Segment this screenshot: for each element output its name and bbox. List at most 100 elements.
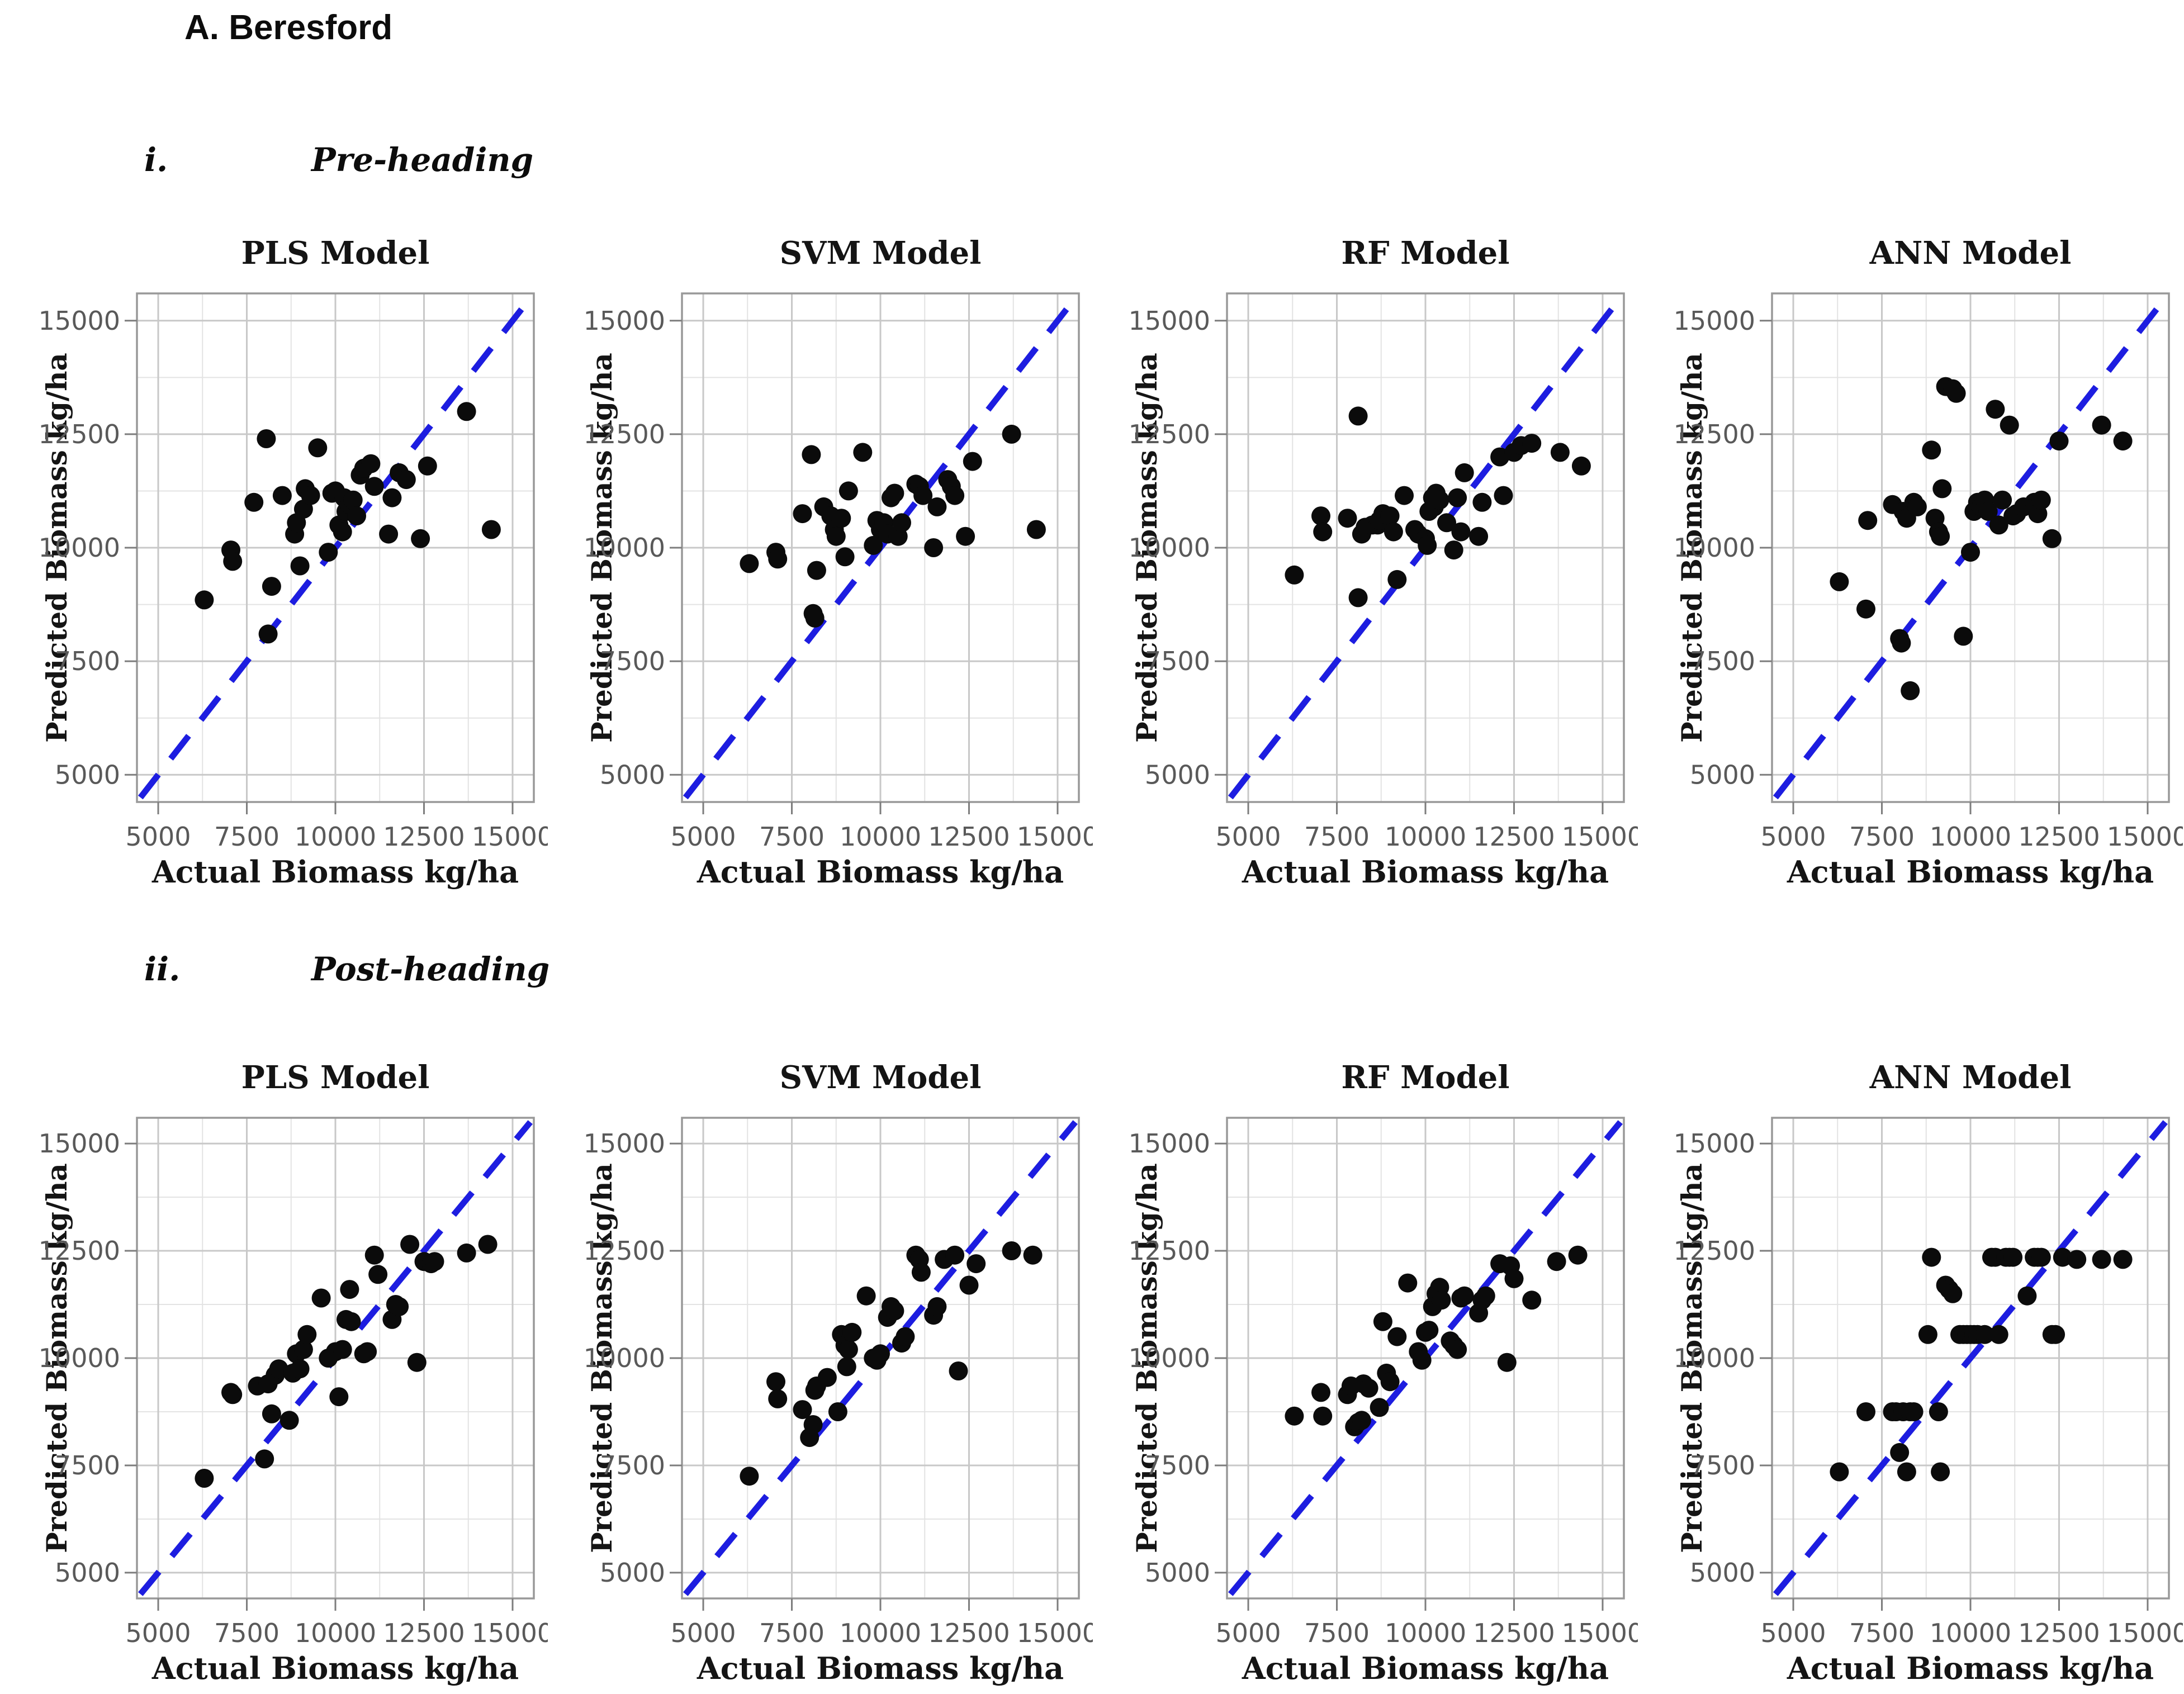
data-point — [1932, 479, 1952, 499]
data-point — [396, 470, 416, 490]
data-point — [195, 1469, 214, 1488]
plot-pre-pls: PLS Model Predicted Biomass kg/ha 5000 50… — [34, 235, 548, 897]
svg-text:10000: 10000 — [584, 1343, 665, 1373]
data-point — [382, 488, 402, 507]
svg-text:15000: 15000 — [1674, 1128, 1755, 1159]
data-point — [1451, 522, 1471, 542]
plot-title: PLS Model — [241, 1059, 430, 1096]
svg-text:5000: 5000 — [1690, 1558, 1755, 1588]
svg-text:7500: 7500 — [1690, 1450, 1755, 1481]
section-numeral: i. — [144, 141, 168, 179]
data-point — [407, 1353, 427, 1372]
data-point — [2049, 431, 2069, 451]
svg-text:15000: 15000 — [2107, 1618, 2183, 1648]
plot-title: ANN Model — [1869, 235, 2072, 272]
axis-ticks — [1760, 320, 2149, 814]
axis-tick-labels: 5000500075007500100001000012500125001500… — [1674, 306, 2183, 852]
data-point — [2092, 1250, 2111, 1269]
data-point — [290, 556, 310, 576]
data-point — [766, 1372, 785, 1392]
svg-text:5000: 5000 — [670, 822, 736, 852]
data-point — [768, 549, 788, 569]
plot-post-rf: RF Model Predicted Biomass kg/ha 5000 500… — [1124, 1059, 1638, 1693]
data-point — [262, 577, 281, 596]
axis-tick-labels: 5000500075007500100001000012500125001500… — [584, 1128, 1093, 1648]
plot-post-svm: SVM Model Predicted Biomass kg/ha 5000 50… — [579, 1059, 1093, 1693]
data-point — [1856, 599, 1875, 619]
data-point — [293, 1340, 313, 1359]
svg-text:10000: 10000 — [840, 822, 921, 852]
svg-text:5000: 5000 — [125, 822, 191, 852]
data-point — [793, 504, 812, 524]
data-point — [329, 1387, 349, 1407]
data-point — [379, 524, 399, 544]
points — [195, 402, 501, 644]
data-point — [1455, 463, 1474, 482]
svg-text:15000: 15000 — [1674, 306, 1755, 336]
data-point — [1978, 502, 1998, 521]
svg-text:7500: 7500 — [759, 822, 825, 852]
data-point — [1002, 1241, 1021, 1260]
data-point — [842, 1322, 862, 1342]
data-point — [1472, 492, 1492, 512]
data-point — [1522, 1290, 1542, 1310]
x-axis-title: Actual Biomass kg/ha — [1242, 1650, 1609, 1686]
svg-text:10000: 10000 — [1129, 1343, 1210, 1373]
svg-text:7500: 7500 — [1304, 822, 1370, 852]
svg-text:5000: 5000 — [1760, 1618, 1826, 1648]
axis-ticks — [1215, 1142, 1604, 1611]
data-point — [837, 1357, 856, 1377]
svg-text:10000: 10000 — [295, 1618, 376, 1648]
data-point — [2113, 1250, 2133, 1269]
svg-text:10000: 10000 — [1674, 533, 1755, 563]
data-point — [2067, 1250, 2087, 1269]
data-point — [425, 1252, 444, 1271]
plot-title: RF Model — [1341, 235, 1510, 272]
plot-post-ann: ANN Model Predicted Biomass kg/ha 5000 50… — [1669, 1059, 2183, 1693]
data-point — [817, 1368, 837, 1387]
svg-text:5000: 5000 — [600, 760, 665, 790]
data-point — [1313, 522, 1333, 542]
data-point — [1547, 1252, 1566, 1271]
data-point — [411, 529, 430, 548]
data-point — [1348, 406, 1368, 426]
svg-text:10000: 10000 — [39, 1343, 120, 1373]
data-point — [2031, 1247, 2051, 1267]
points — [1285, 1245, 1588, 1436]
grid-major — [1227, 293, 1624, 802]
scatter-canvas-post-pls: 5000500075007500100001000012500125001500… — [39, 1117, 548, 1648]
axis-ticks — [670, 320, 1059, 814]
data-point — [1550, 443, 1570, 462]
data-point — [1338, 509, 1357, 528]
svg-text:10000: 10000 — [39, 533, 120, 563]
data-point — [967, 1254, 986, 1274]
data-point — [1448, 1340, 1467, 1359]
points — [1285, 406, 1591, 608]
data-point — [740, 554, 759, 573]
data-point — [1359, 1378, 1378, 1398]
data-point — [1469, 526, 1489, 546]
points — [740, 424, 1046, 628]
data-point — [390, 1297, 409, 1316]
svg-text:12500: 12500 — [1674, 1236, 1755, 1266]
data-point — [1373, 1312, 1392, 1331]
data-point — [1432, 1290, 1451, 1310]
svg-text:15000: 15000 — [1562, 1618, 1638, 1648]
plot-pre-ann: ANN Model Predicted Biomass kg/ha 5000 50… — [1669, 235, 2183, 897]
data-point — [913, 486, 933, 505]
data-point — [2000, 415, 2019, 435]
axis-tick-labels: 5000500075007500100001000012500125001500… — [1129, 306, 1638, 852]
data-point — [1830, 1462, 1849, 1482]
data-point — [297, 1325, 317, 1344]
svg-text:10000: 10000 — [1930, 822, 2011, 852]
svg-text:5000: 5000 — [670, 1618, 736, 1648]
data-point — [1444, 540, 1463, 560]
section-label: Pre-heading — [311, 141, 534, 179]
data-point — [364, 477, 384, 496]
data-point — [1370, 1398, 1389, 1417]
data-point — [740, 1467, 759, 1486]
svg-text:5000: 5000 — [600, 1558, 665, 1588]
data-point — [828, 1402, 847, 1421]
data-point — [319, 543, 338, 562]
data-point — [361, 454, 381, 473]
